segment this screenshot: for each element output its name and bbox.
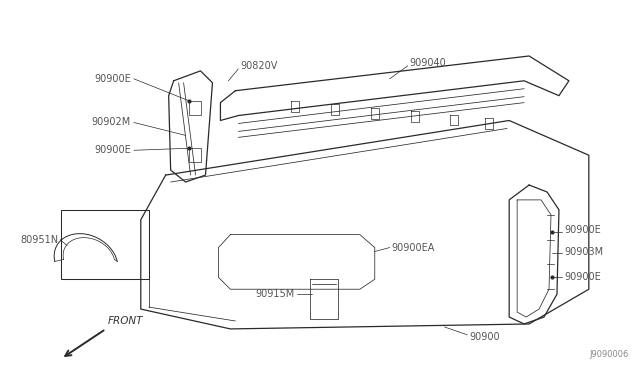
Text: 90900: 90900	[469, 332, 500, 342]
Text: 90900E: 90900E	[94, 145, 131, 155]
Text: FRONT: FRONT	[108, 316, 143, 326]
Text: J9090006: J9090006	[589, 350, 628, 359]
Bar	[61, 210, 148, 279]
Text: 90902M: 90902M	[92, 118, 131, 128]
Text: 909040: 909040	[410, 58, 446, 68]
Text: 90903M: 90903M	[564, 247, 603, 257]
Text: 90820V: 90820V	[241, 61, 278, 71]
Text: 90915M: 90915M	[256, 289, 295, 299]
Text: 90900E: 90900E	[564, 272, 601, 282]
Text: 90900EA: 90900EA	[392, 243, 435, 253]
Text: 90900E: 90900E	[94, 74, 131, 84]
Text: 80951N: 80951N	[20, 235, 58, 245]
Text: 90900E: 90900E	[564, 225, 601, 235]
